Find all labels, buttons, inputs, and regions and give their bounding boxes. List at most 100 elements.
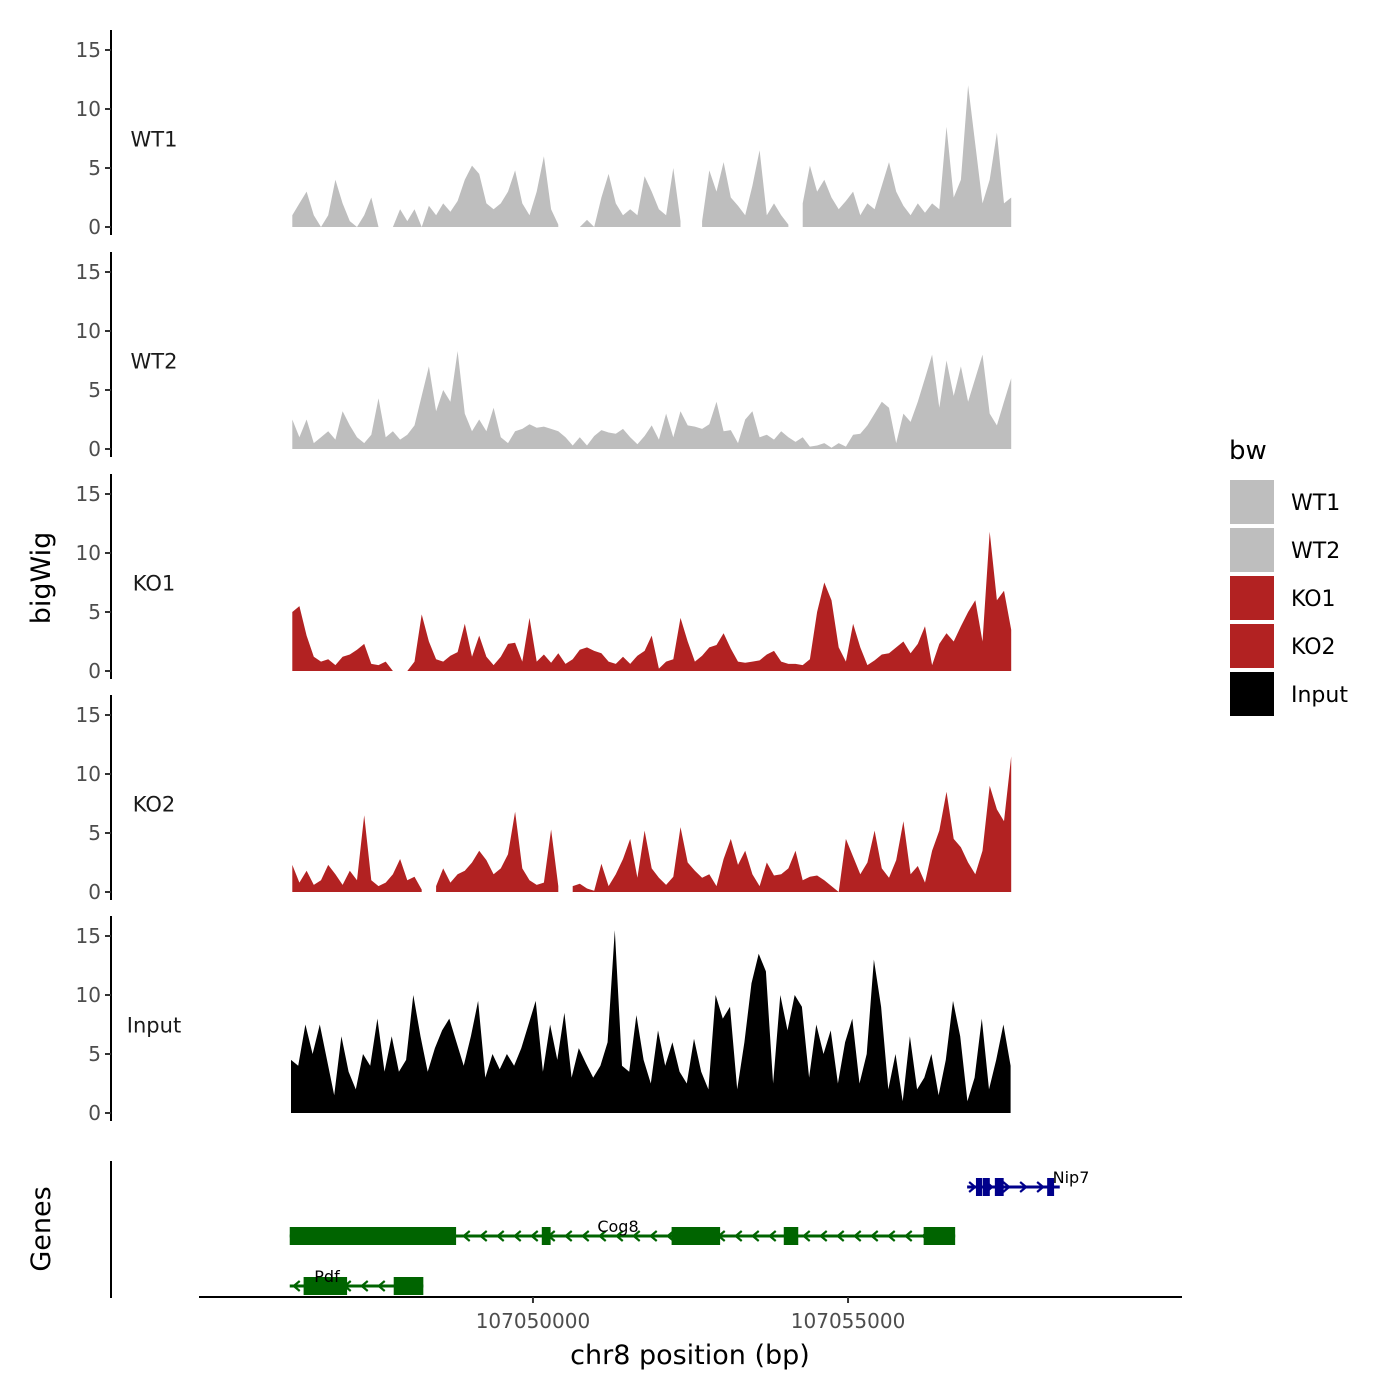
y-tick-label: 5 <box>88 1042 101 1066</box>
strand-arrow <box>802 1230 811 1242</box>
strand-arrow <box>853 1230 862 1242</box>
gene-pdf-exon <box>303 1277 348 1295</box>
y-tick-label: 0 <box>88 880 101 904</box>
y-tick-label: 15 <box>76 703 101 727</box>
legend: bw WT1 WT2 KO1 KO2 Input <box>1229 436 1348 716</box>
gene-label-cog8: Cog8 <box>597 1217 638 1236</box>
y-tick-label: 5 <box>88 821 101 845</box>
strand-arrow <box>768 1230 777 1242</box>
area-input-segment <box>291 930 1011 1113</box>
track-input: 0 5 10 15 Input <box>76 916 1011 1125</box>
y-axis-title: bigWig <box>26 532 57 625</box>
track-label-wt2: WT2 <box>131 350 178 374</box>
area-ko2-segment <box>572 756 1012 892</box>
strand-arrow <box>496 1230 505 1242</box>
gene-label-pdf: Pdf <box>314 1267 340 1286</box>
tracks-group: 0 5 10 15 WT1 0 5 10 15 WT2 0 5 10 15 KO1 0 5 10 15 KO2 0 5 10… <box>76 30 1012 1125</box>
legend-label-input: Input <box>1291 683 1348 708</box>
area-wt2-segment <box>292 351 1012 449</box>
area-ko2-segment <box>436 811 559 892</box>
genes-axis-title: Genes <box>26 1186 57 1271</box>
x-tick-label: 107055000 <box>791 1309 906 1333</box>
area-wt1-segment <box>802 85 1012 228</box>
strand-arrow <box>530 1230 539 1242</box>
strand-arrow <box>377 1280 386 1292</box>
area-ko1-segment <box>292 606 393 671</box>
y-tick-label: 0 <box>88 659 101 683</box>
strand-arrow <box>598 1230 607 1242</box>
strand-arrow <box>870 1230 879 1242</box>
legend-key-wt2 <box>1230 528 1274 572</box>
gene-label-nip7: Nip7 <box>1053 1168 1090 1187</box>
y-tick-label: 5 <box>88 600 101 624</box>
area-wt1-segment <box>292 179 379 227</box>
y-tick-label: 10 <box>76 983 101 1007</box>
area-wt1-segment <box>702 150 789 227</box>
x-axis-ticks: 107050000 107055000 <box>476 1297 906 1333</box>
strand-arrow <box>819 1230 828 1242</box>
track-label-wt1: WT1 <box>131 128 178 152</box>
gene-cog8: Cog8 <box>289 1217 956 1245</box>
gene-models: Nip7 Cog8 Pdf <box>289 1168 1089 1295</box>
strand-arrow <box>513 1230 522 1242</box>
x-axis-title: chr8 position (bp) <box>570 1340 810 1371</box>
legend-label-ko2: KO2 <box>1291 635 1336 660</box>
area-wt1-segment <box>579 168 681 227</box>
strand-arrow <box>292 1280 301 1292</box>
gene-nip7: Nip7 <box>967 1168 1089 1196</box>
track-label-ko1: KO1 <box>133 572 176 596</box>
strand-arrow <box>615 1230 624 1242</box>
legend-label-ko1: KO1 <box>1291 587 1336 612</box>
track-wt2: 0 5 10 15 WT2 <box>76 252 1012 461</box>
strand-arrow <box>360 1280 369 1292</box>
track-wt1: 0 5 10 15 WT1 <box>76 30 1012 239</box>
strand-arrow <box>479 1230 488 1242</box>
y-tick-label: 10 <box>76 541 101 565</box>
legend-items: WT1 WT2 KO1 KO2 Input <box>1230 480 1348 716</box>
strand-arrow <box>581 1230 590 1242</box>
track-label-ko2: KO2 <box>133 793 176 817</box>
gene-nip7-exon <box>994 1178 1004 1196</box>
y-tick-label: 0 <box>88 437 101 461</box>
y-tick-label: 10 <box>76 762 101 786</box>
strand-arrow <box>904 1230 913 1242</box>
y-tick-label: 15 <box>76 260 101 284</box>
gene-nip7-exon <box>975 1178 983 1196</box>
strand-arrow <box>1036 1181 1045 1193</box>
gene-pdf: Pdf <box>289 1267 424 1295</box>
legend-key-ko1 <box>1230 576 1274 620</box>
legend-key-input <box>1230 672 1274 716</box>
area-ko1-segment <box>407 531 1012 671</box>
y-tick-label: 15 <box>76 38 101 62</box>
track-ko1: 0 5 10 15 KO1 <box>76 474 1012 683</box>
y-tick-label: 0 <box>88 215 101 239</box>
gene-cog8-exon <box>923 1227 956 1245</box>
gene-cog8-exon <box>783 1227 799 1245</box>
gene-cog8-exon <box>541 1227 551 1245</box>
strand-arrow <box>751 1230 760 1242</box>
legend-key-ko2 <box>1230 624 1274 668</box>
area-wt1-segment <box>392 156 559 227</box>
strand-arrow <box>968 1181 977 1193</box>
strand-arrow <box>1019 1181 1028 1193</box>
y-tick-label: 15 <box>76 482 101 506</box>
strand-arrow <box>887 1230 896 1242</box>
y-tick-label: 0 <box>88 1101 101 1125</box>
strand-arrow <box>632 1230 641 1242</box>
strand-arrow <box>564 1230 573 1242</box>
legend-key-wt1 <box>1230 480 1274 524</box>
strand-arrow <box>1002 1181 1011 1193</box>
gene-cog8-exon <box>671 1227 721 1245</box>
gene-pdf-exon <box>393 1277 424 1295</box>
strand-arrow <box>649 1230 658 1242</box>
y-tick-label: 5 <box>88 156 101 180</box>
y-tick-label: 5 <box>88 378 101 402</box>
gene-cog8-exon <box>289 1227 457 1245</box>
legend-label-wt2: WT2 <box>1291 539 1340 564</box>
strand-arrow <box>462 1230 471 1242</box>
y-tick-label: 10 <box>76 97 101 121</box>
strand-arrow <box>734 1230 743 1242</box>
x-tick-label: 107050000 <box>476 1309 591 1333</box>
area-ko2-segment <box>292 815 422 892</box>
